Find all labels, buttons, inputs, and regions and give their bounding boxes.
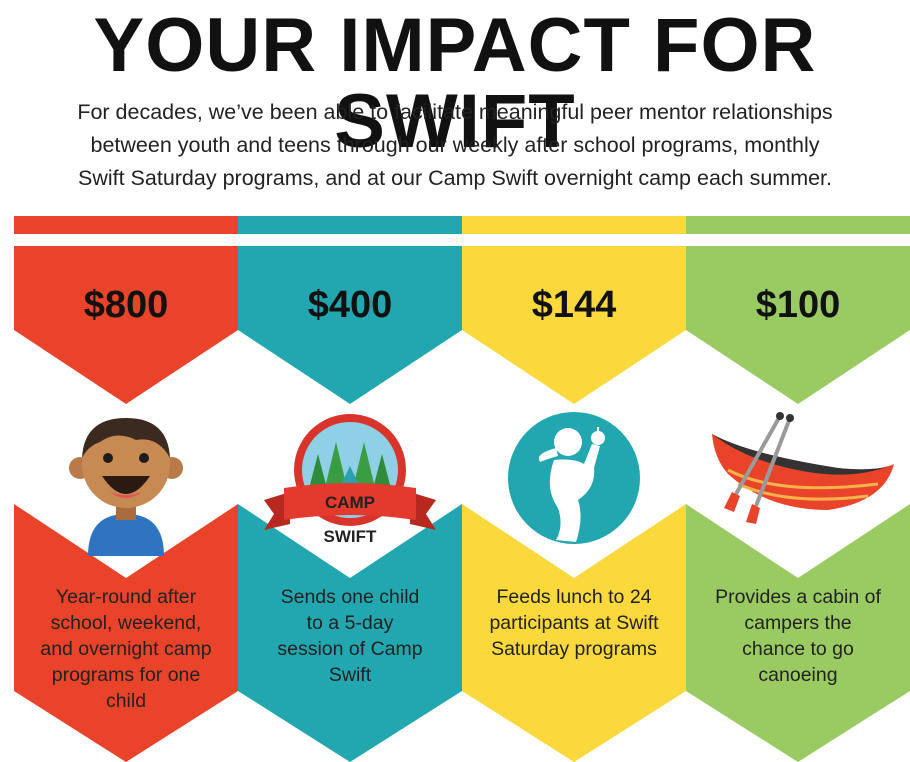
tier-100-description: Provides a cabin of campers the chance t… xyxy=(700,584,896,688)
intro-text: For decades, we’ve been able to facilita… xyxy=(20,96,890,195)
page-title: YOUR IMPACT FOR SWIFT xyxy=(93,3,817,164)
description-line: Year-round after xyxy=(55,586,197,608)
description-line: chance to go xyxy=(742,638,854,660)
description-line: school, weekend, xyxy=(50,612,202,634)
intro-line: Swift Saturday programs, and at our Camp… xyxy=(77,166,833,190)
description-line: campers the xyxy=(744,612,852,634)
badge-line: SWIFT xyxy=(324,527,377,546)
description-line: Feeds lunch to 24 xyxy=(496,586,652,608)
description-line: and overnight camp xyxy=(40,638,212,660)
tier-144: $144 Feeds lunch to 24 participants at S… xyxy=(462,246,686,762)
intro-line: between youth and teens through our week… xyxy=(90,133,820,157)
description-line: programs for one xyxy=(51,664,201,686)
tier-144-description: Feeds lunch to 24 participants at Swift … xyxy=(476,584,672,662)
intro-line: For decades, we’ve been able to facilita… xyxy=(77,100,833,124)
stripe-red xyxy=(14,216,238,234)
description-line: session of Camp xyxy=(277,638,423,660)
tier-800-amount: $800 xyxy=(83,284,169,326)
description-line: Swift xyxy=(328,664,372,686)
color-stripes xyxy=(14,216,910,234)
description-line: canoeing xyxy=(758,664,838,686)
tier-144-background xyxy=(462,246,686,762)
tier-400-background xyxy=(238,246,462,762)
stripe-teal xyxy=(238,216,462,234)
tier-800: $800 Year-round after school, weekend, a… xyxy=(14,246,238,762)
tier-100: $100 Provides a cabin of campers the cha… xyxy=(686,246,910,762)
person-eating-apple-icon xyxy=(508,412,640,544)
badge-line: CAMP xyxy=(325,493,375,512)
tier-400-amount: $400 xyxy=(307,284,393,326)
tier-400-description: Sends one child to a 5-day session of Ca… xyxy=(252,584,448,688)
tier-800-background xyxy=(14,246,238,762)
description-line: Provides a cabin of xyxy=(715,586,881,608)
camp-swift-badge-icon: CAMP SWIFT xyxy=(264,414,436,546)
description-line: child xyxy=(105,690,147,712)
description-line: Saturday programs xyxy=(491,638,657,660)
smiling-child-icon xyxy=(69,418,183,556)
tier-144-amount: $144 xyxy=(531,284,617,326)
stripe-yellow xyxy=(462,216,686,234)
description-line: to a 5-day xyxy=(306,612,394,634)
description-line: Sends one child xyxy=(280,586,420,608)
tier-100-amount: $100 xyxy=(755,284,841,326)
tier-400: $400 CAMP SWIFT Sends one child to a 5-d… xyxy=(238,246,462,762)
tier-100-background xyxy=(686,246,910,762)
stripe-green xyxy=(686,216,910,234)
tier-800-description: Year-round after school, weekend, and ov… xyxy=(28,584,224,714)
description-line: participants at Swift xyxy=(489,612,659,634)
canoe-icon xyxy=(712,412,895,524)
